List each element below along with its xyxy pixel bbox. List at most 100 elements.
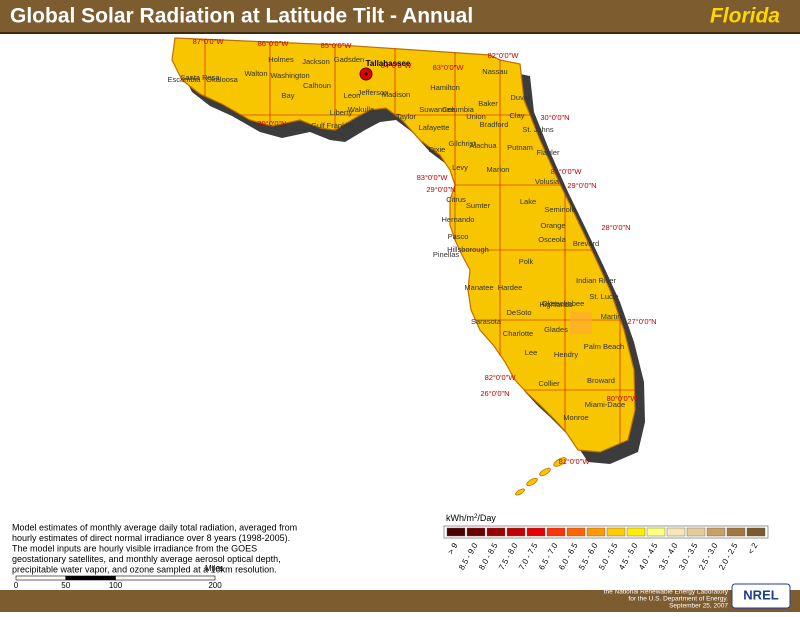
legend-swatch xyxy=(566,527,586,537)
legend-swatch xyxy=(446,527,466,537)
key-island xyxy=(539,467,551,477)
graticule-label: 29°0'0"N xyxy=(426,185,455,194)
logo: NREL xyxy=(743,587,778,602)
graticule-label: 82°0'0"W xyxy=(485,373,517,382)
graticule-label: 82°0'0"W xyxy=(488,51,520,60)
scale-bar: 0 50 100 200 Miles xyxy=(14,564,224,590)
county-label: Osceola xyxy=(538,235,566,244)
state-name: Florida xyxy=(710,5,780,28)
county-label: Leon xyxy=(344,91,361,100)
county-label: Sarasota xyxy=(471,317,502,326)
graticule-label: 29°0'0"N xyxy=(567,181,596,190)
county-label: Jackson xyxy=(302,57,330,66)
county-label: Franklin xyxy=(327,121,354,130)
county-label: Escambia xyxy=(168,75,202,84)
county-label: Union xyxy=(466,112,486,121)
county-label: Monroe xyxy=(563,413,588,422)
county-label: Indian River xyxy=(576,276,617,285)
scale-segment xyxy=(15,575,67,581)
title: Global Solar Radiation at Latitude Tilt … xyxy=(10,5,473,28)
legend-swatch xyxy=(586,527,606,537)
county-label: Clay xyxy=(509,111,524,120)
graticule-label: 81°0'0"W xyxy=(559,457,591,466)
scale-segment xyxy=(115,575,216,581)
legend-unit: kWh/m2/Day xyxy=(446,513,496,523)
county-label: Highlands xyxy=(539,300,573,309)
county-label: Gadsden xyxy=(334,55,364,64)
graticule-labels: 87°0'0"W 86°0'0"W 85°0'0"W 84°0'0"W 83°0'0"W… xyxy=(193,37,657,466)
county-label: Lake xyxy=(520,197,536,206)
county-label: Sumter xyxy=(466,201,491,210)
graticule-label: 85°0'0"W xyxy=(321,41,353,50)
county-label: Pinellas xyxy=(433,250,460,259)
county-label: Hernando xyxy=(442,215,475,224)
legend-frame xyxy=(443,525,769,539)
legend-unit-tail: /Day xyxy=(477,513,496,523)
legend-swatch xyxy=(526,527,546,537)
county-label: Lee xyxy=(525,348,538,357)
graticule-label: 30°0'0"N xyxy=(257,119,286,128)
county-label: Volusia xyxy=(535,177,560,186)
county-label: Duval xyxy=(510,93,530,102)
county-label: Taylor xyxy=(396,112,417,121)
graticule-label: 80°0'0"W xyxy=(607,394,639,403)
key-island xyxy=(526,477,538,487)
legend-swatch xyxy=(466,527,486,537)
graticule-label: 86°0'0"W xyxy=(258,39,290,48)
county-label: Calhoun xyxy=(303,81,331,90)
graticule-label: 87°0'0"W xyxy=(193,37,225,46)
county-label: Hardee xyxy=(498,283,523,292)
graticule-label: 84°0'0"W xyxy=(381,61,413,70)
description: Model estimates of monthly average daily… xyxy=(12,522,297,574)
scale-tick-label: 100 xyxy=(109,581,123,590)
county-label: Putnam xyxy=(507,143,533,152)
county-label: Miami-Dade xyxy=(585,400,625,409)
credit-line: This map was produced by xyxy=(650,582,728,589)
county-label: Gulf xyxy=(311,121,326,130)
credit-line: for the U.S. Department of Energy. xyxy=(628,596,728,603)
county-label: Madison xyxy=(382,90,410,99)
county-label: Okeechobee xyxy=(542,299,585,308)
county-label: DeSoto xyxy=(506,308,531,317)
county-label: Suwannee xyxy=(419,105,454,114)
header-rule xyxy=(0,32,800,34)
header-bar xyxy=(0,0,800,32)
county-label: Glades xyxy=(544,325,568,334)
legend-swatch xyxy=(626,527,646,537)
graticule-label: 28°0'0"N xyxy=(601,223,630,232)
scale-tick-label: 50 xyxy=(61,581,70,590)
county-label: Baker xyxy=(478,99,498,108)
county-label: Nassau xyxy=(482,67,507,76)
county-label: Jefferson xyxy=(358,88,389,97)
legend-swatch xyxy=(666,527,686,537)
county-label: Collier xyxy=(538,379,560,388)
footer-bar xyxy=(0,590,800,612)
county-label: Flagler xyxy=(537,148,560,157)
description-line: geostationary satellites, and monthly av… xyxy=(12,554,281,564)
description-line: The model inputs are hourly visible irra… xyxy=(12,543,257,553)
legend-swatch xyxy=(746,527,766,537)
legend-swatch xyxy=(726,527,746,537)
county-label: Orange xyxy=(540,221,565,230)
legend-swatch xyxy=(506,527,526,537)
county-label: Seminole xyxy=(544,205,575,214)
county-label: Lafayette xyxy=(419,123,450,132)
county-label: Martin xyxy=(601,312,622,321)
credit-line: September 25, 2007 xyxy=(669,603,728,610)
county-label: Bradford xyxy=(480,120,509,129)
county-label: Citrus xyxy=(446,195,466,204)
county-label: Walton xyxy=(244,69,267,78)
legend-unit-sup: 2 xyxy=(474,514,478,520)
county-label: Brevard xyxy=(573,239,599,248)
scale-tick-label: 0 xyxy=(14,581,19,590)
description-line: hourly estimates of direct normal irradi… xyxy=(12,533,290,543)
county-label: Marion xyxy=(487,165,510,174)
county-label: Hamilton xyxy=(430,83,460,92)
okeechobee-patch xyxy=(570,312,592,334)
legend-swatch xyxy=(686,527,706,537)
county-label: Hillsborough xyxy=(447,245,489,254)
county-label: Okaloosa xyxy=(206,75,239,84)
county-label: St. Lucie xyxy=(589,292,618,301)
